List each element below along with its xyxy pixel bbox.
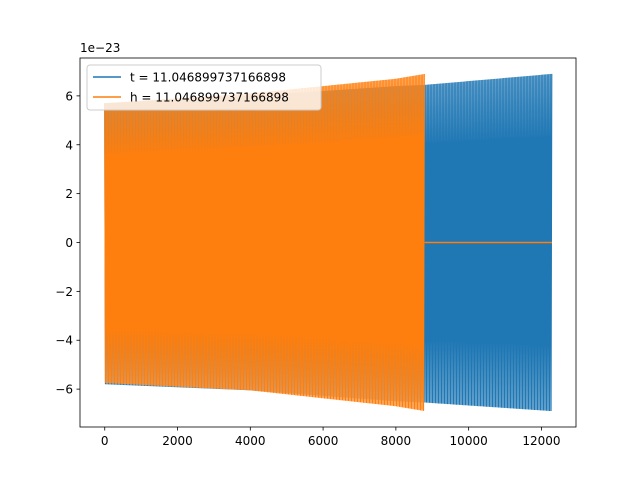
legend-box [86, 64, 322, 111]
y-tick-label: 6 [65, 89, 73, 103]
y-tick-label: −2 [55, 285, 73, 299]
legend: t = 11.046899737166898 h = 11.04689973716… [86, 64, 322, 111]
y-tick-label: 2 [65, 187, 73, 201]
x-tick-label: 2000 [162, 434, 193, 448]
x-tick-label: 4000 [235, 434, 266, 448]
x-tick-label: 12000 [522, 434, 560, 448]
series-line [104, 73, 425, 411]
legend-label: h = 11.046899737166898 [130, 91, 289, 105]
y-tick-label: −6 [55, 383, 73, 397]
offset-text: 1e−23 [80, 41, 120, 55]
x-tick-label: 10000 [450, 434, 488, 448]
x-tick-label: 8000 [381, 434, 412, 448]
y-tick-label: 0 [65, 236, 73, 250]
x-tick-label: 6000 [308, 434, 339, 448]
series-h [104, 73, 552, 411]
x-tick-label: 0 [101, 434, 109, 448]
y-tick-label: 4 [65, 138, 73, 152]
legend-label: t = 11.046899737166898 [130, 71, 286, 85]
y-tick-label: −4 [55, 334, 73, 348]
